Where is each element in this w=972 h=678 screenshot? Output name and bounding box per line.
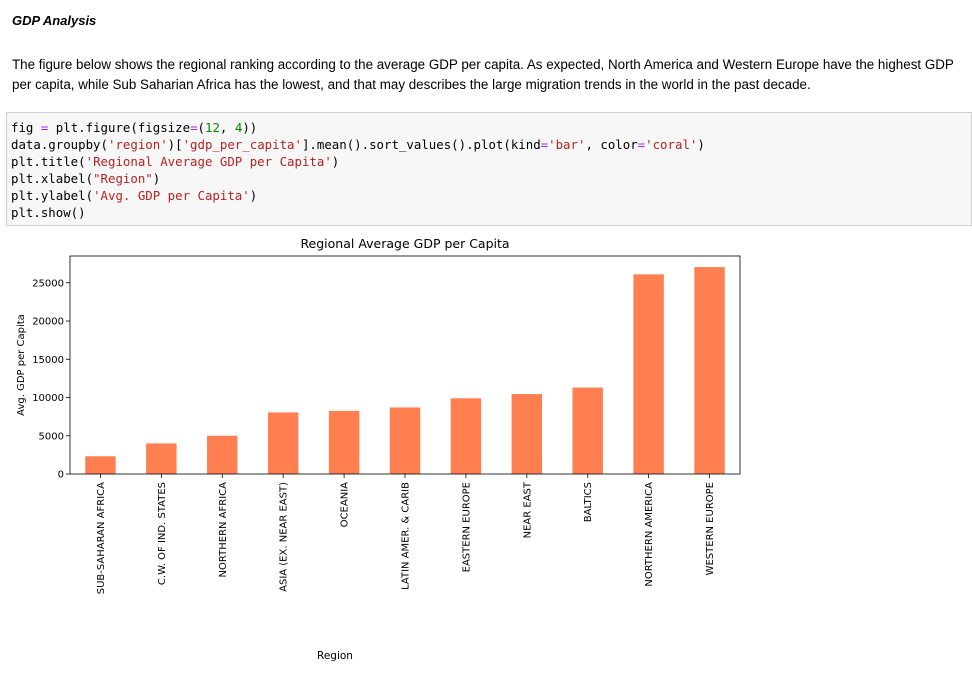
- code-line: fig = plt.figure(figsize=(12, 4)): [11, 119, 971, 136]
- x-tick-label: LATIN AMER. & CARIB: [401, 482, 412, 590]
- x-axis-label: Region: [317, 650, 353, 662]
- code-line: plt.show(): [11, 204, 971, 221]
- markdown-heading: GDP Analysis: [12, 13, 97, 28]
- code-token: =: [540, 137, 549, 152]
- code-token: , color: [585, 137, 638, 152]
- code-token: ].mean().sort_values().plot(kind: [301, 137, 541, 152]
- x-tick-label: SUB-SAHARAN AFRICA: [96, 482, 107, 594]
- code-token: ): [249, 188, 258, 203]
- code-line: plt.ylabel('Avg. GDP per Capita'): [11, 187, 971, 204]
- code-token: 'region': [107, 137, 168, 152]
- code-token: ,: [219, 120, 235, 135]
- code-token: data.groupby(: [11, 137, 108, 152]
- x-tick-label: ASIA (EX. NEAR EAST): [279, 482, 290, 592]
- code-token: =: [637, 137, 646, 152]
- code-token: 'gdp_per_capita': [182, 137, 302, 152]
- y-tick-label: 10000: [32, 393, 64, 404]
- code-token: 'coral': [645, 137, 698, 152]
- code-token: =: [190, 120, 198, 135]
- bar: [328, 410, 360, 474]
- x-tick-label: OCEANIA: [340, 482, 351, 527]
- code-token: plt.show(): [11, 205, 86, 220]
- x-tick-label: C.W. OF IND. STATES: [157, 482, 168, 585]
- code-token: )): [242, 120, 258, 135]
- code-line: plt.title('Regional Average GDP per Capi…: [11, 153, 971, 170]
- code-line: plt.xlabel("Region"): [11, 170, 971, 187]
- code-token: (: [197, 120, 205, 135]
- y-tick-label: 25000: [32, 278, 64, 289]
- bar-chart: Regional Average GDP per Capita SUB-SAHAR…: [16, 236, 741, 662]
- bar: [694, 267, 725, 474]
- bar: [572, 387, 603, 474]
- bar: [511, 394, 543, 474]
- x-tick-label: EASTERN EUROPE: [461, 482, 472, 572]
- plot-frame: [69, 255, 741, 475]
- x-tick-label: BALTICS: [583, 482, 594, 522]
- y-tick-label: 15000: [32, 355, 64, 366]
- y-tick-label: 20000: [32, 317, 64, 328]
- code-token: =: [40, 120, 49, 135]
- code-token: )[: [167, 137, 183, 152]
- code-cell[interactable]: fig = plt.figure(figsize=(12, 4)) data.gr…: [6, 112, 972, 226]
- bar: [389, 407, 421, 474]
- code-token: 'Regional Average GDP per Capita': [85, 154, 332, 169]
- bar: [633, 274, 664, 474]
- code-token: ): [152, 171, 161, 186]
- x-tick-label: NEAR EAST: [522, 481, 533, 538]
- x-tick-label: WESTERN EUROPE: [705, 482, 716, 575]
- x-tick-label: NORTHERN AMERICA: [644, 482, 655, 587]
- y-axis-label: Avg. GDP per Capita: [16, 314, 27, 416]
- code-token: plt.ylabel(: [11, 188, 94, 203]
- bar: [267, 412, 299, 474]
- bar: [146, 443, 177, 474]
- bar: [450, 398, 482, 474]
- code-token: 12: [205, 120, 220, 135]
- code-token: plt.xlabel(: [11, 171, 94, 186]
- bar: [85, 456, 116, 474]
- code-token: 4: [234, 120, 243, 135]
- code-token: ): [697, 137, 705, 152]
- code-token: "Region": [93, 171, 153, 186]
- code-token: plt.figure(figsize: [48, 120, 191, 135]
- code-token: 'bar': [548, 137, 586, 152]
- bar: [207, 435, 238, 474]
- code-line: data.groupby('region')['gdp_per_capita']…: [11, 136, 971, 153]
- y-tick-label: 0: [58, 470, 64, 481]
- code-token: ): [331, 154, 340, 169]
- code-token: plt.title(: [11, 154, 86, 169]
- markdown-paragraph: The figure below shows the regional rank…: [12, 57, 954, 92]
- code-token: 'Avg. GDP per Capita': [93, 188, 250, 203]
- chart-title: Regional Average GDP per Capita: [300, 236, 509, 251]
- code-token: fig: [11, 120, 41, 135]
- y-tick-label: 5000: [39, 431, 64, 442]
- x-tick-label: NORTHERN AFRICA: [218, 482, 229, 578]
